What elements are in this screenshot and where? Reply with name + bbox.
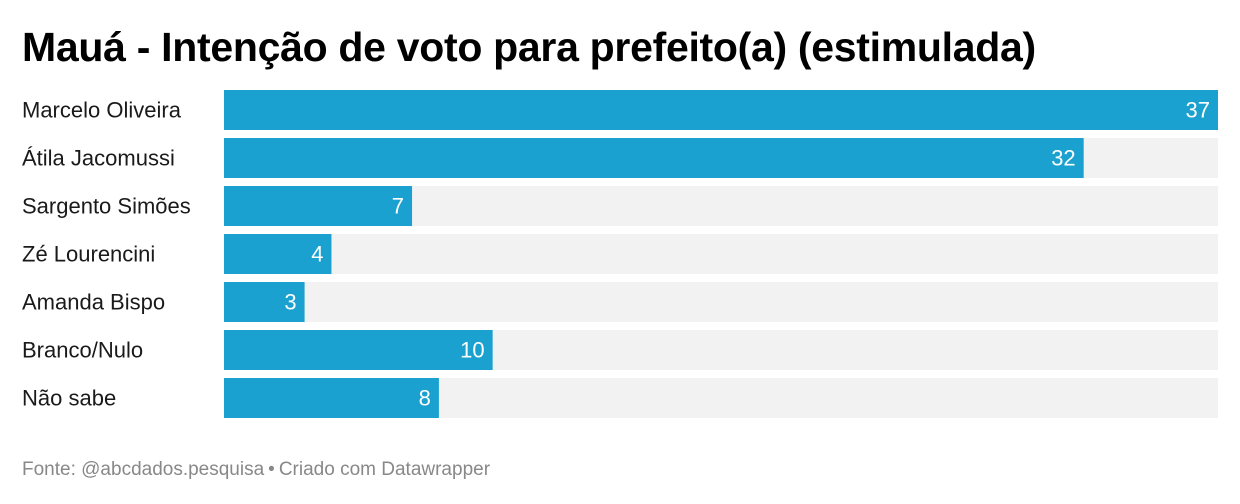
bar-sargento-simoes: [224, 186, 413, 226]
value-label-atila-jacomussi: 32: [1051, 146, 1075, 171]
category-label-ze-lourencini: Zé Lourencini: [22, 242, 155, 267]
value-label-branco-nulo: 10: [460, 338, 484, 363]
value-label-ze-lourencini: 4: [311, 242, 323, 267]
category-label-branco-nulo: Branco/Nulo: [22, 338, 143, 363]
footer: Fonte: @abcdados.pesquisa • Criado com Dat…: [22, 458, 490, 482]
bar-track-ze-lourencini: [224, 234, 1218, 274]
category-label-sargento-simoes: Sargento Simões: [22, 194, 191, 219]
category-label-marcelo-oliveira: Marcelo Oliveira: [22, 98, 182, 123]
footer-credit: Criado com Datawrapper: [278, 459, 491, 480]
value-label-sargento-simoes: 7: [392, 194, 404, 219]
bar-ze-lourencini: [224, 234, 332, 274]
chart-title: Mauá - Intenção de voto para prefeito(a)…: [22, 24, 1036, 70]
value-label-amanda-bispo: 3: [284, 290, 296, 315]
value-label-marcelo-oliveira: 37: [1186, 98, 1210, 123]
bar-nao-sabe: [224, 378, 439, 418]
category-label-atila-jacomussi: Átila Jacomussi: [22, 146, 175, 171]
value-label-nao-sabe: 8: [419, 386, 431, 411]
bar-atila-jacomussi: [224, 138, 1084, 178]
category-label-amanda-bispo: Amanda Bispo: [22, 290, 165, 315]
bar-track-amanda-bispo: [224, 282, 1218, 322]
bar-amanda-bispo: [224, 282, 305, 322]
bar-branco-nulo: [224, 330, 493, 370]
footer-source: Fonte: @abcdados.pesquisa: [22, 459, 265, 480]
footer-separator: •: [268, 459, 275, 480]
category-label-nao-sabe: Não sabe: [22, 386, 116, 411]
bar-marcelo-oliveira: [224, 90, 1218, 130]
